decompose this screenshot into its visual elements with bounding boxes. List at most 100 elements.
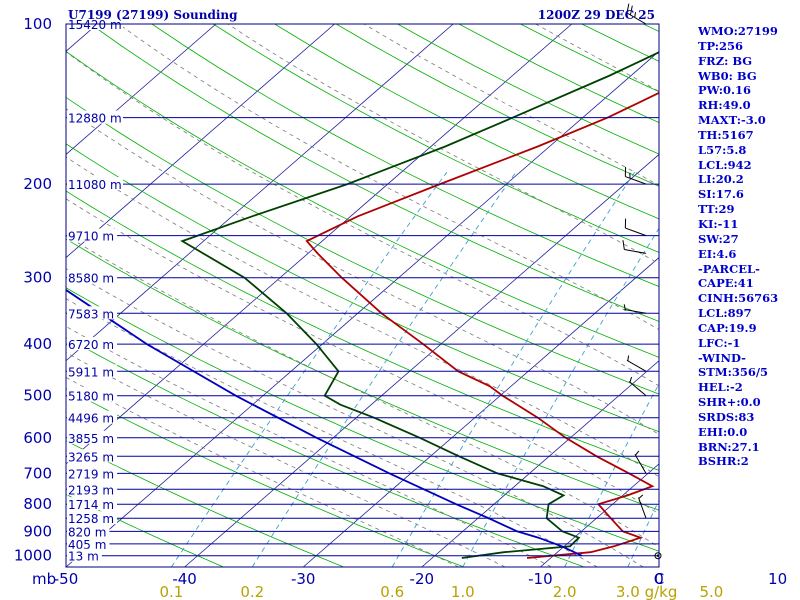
dry-adiabat-line	[66, 287, 659, 552]
height-label: 1714 m	[68, 498, 114, 512]
index-entry: MAXT:-3.0	[698, 113, 766, 128]
parcel-trace	[66, 288, 583, 557]
height-label-bg	[67, 430, 118, 444]
moist-adiabat-line	[118, 24, 659, 331]
plot-frame	[65, 23, 660, 568]
mixing-ratio-label: 5.0	[699, 583, 723, 600]
index-entry: BSHR:2	[698, 454, 749, 469]
height-label-bg	[67, 270, 118, 284]
index-entry: L57:5.8	[698, 142, 747, 157]
dry-adiabat-line	[66, 440, 344, 567]
height-label-bg	[67, 337, 118, 351]
barb-staff	[638, 497, 647, 519]
barb-half-flag	[635, 450, 640, 456]
pressure-tick-label: 100	[23, 15, 52, 33]
index-entry: TP:256	[698, 38, 744, 53]
dry-adiabat-line	[151, 24, 659, 288]
wind-barb	[624, 218, 647, 237]
plot-area	[66, 24, 659, 567]
moist-adiabat-line	[66, 156, 659, 478]
barb-flag	[629, 5, 633, 16]
height-label-bg	[67, 536, 110, 550]
index-entry: LCL:942	[698, 157, 752, 172]
temperature-tick-label: -30	[291, 570, 316, 588]
isotherm-line	[540, 463, 659, 567]
isotherm-line	[66, 50, 659, 567]
height-label-bg	[67, 110, 123, 124]
mixing-ratio-line	[462, 227, 659, 567]
index-entry: CINH:56763	[698, 291, 779, 306]
height-label: 820 m	[68, 525, 106, 539]
moist-adiabat-line	[66, 376, 459, 567]
mixing-ratio-label: 3.0	[616, 583, 640, 600]
isotherm-line	[184, 153, 659, 567]
dry-adiabat-line	[66, 238, 659, 511]
index-entry: WB0: BG	[698, 68, 757, 83]
isotherm-line	[421, 360, 659, 567]
isotherm-line	[66, 24, 454, 362]
dry-adiabat-line	[66, 96, 659, 395]
index-entry: -WIND-	[698, 350, 746, 365]
wind-barb	[622, 240, 647, 254]
mixing-ratio-label: 2.0	[553, 583, 577, 600]
pressure-tick-label: 800	[23, 495, 52, 513]
index-entry: SRDS:83	[698, 409, 755, 424]
dry-adiabat-line	[66, 143, 659, 433]
index-entry: LI:20.2	[698, 172, 744, 187]
barb-staff	[624, 249, 647, 254]
height-label-bg	[67, 511, 118, 525]
moist-adiabat-line	[66, 268, 644, 567]
barb-half-flag	[634, 12, 637, 18]
height-label: 8580 m	[68, 272, 114, 286]
temperature-tick-label: 10	[768, 570, 787, 588]
height-label: 13 m	[68, 550, 99, 564]
barb-staff	[625, 227, 647, 237]
index-entry: EI:4.6	[698, 246, 737, 261]
moist-adiabat-line	[66, 325, 552, 567]
pressure-tick-label: 300	[23, 269, 52, 287]
index-entry: RH:49.0	[698, 98, 751, 113]
dry-adiabat-line	[90, 24, 659, 322]
mixing-ratio-line	[564, 383, 659, 567]
index-entry: SHR+:0.0	[698, 395, 761, 410]
barb-staff	[625, 176, 647, 185]
index-entry: KI:-11	[698, 216, 739, 231]
dry-adiabat-line	[66, 493, 224, 567]
mixing-ratio-label: 0.6	[380, 583, 404, 600]
index-entry: STM:356/5	[698, 365, 769, 380]
height-label: 2719 m	[68, 467, 114, 481]
height-label-bg	[67, 388, 118, 402]
isotherm-line	[302, 257, 659, 567]
mixing-ratio-unit: g/kg	[645, 583, 678, 600]
height-label: 4496 m	[68, 412, 114, 426]
moist-adiabat-line	[66, 235, 659, 548]
moist-adiabat-line	[66, 298, 598, 567]
height-label: 3855 m	[68, 432, 114, 446]
height-label: 7583 m	[68, 307, 114, 321]
barb-staff	[624, 308, 647, 314]
height-label-bg	[67, 482, 118, 496]
pressure-tick-label: 1000	[14, 547, 52, 565]
barb-half-flag	[638, 494, 644, 499]
isotherm-line	[66, 24, 335, 259]
station-title: U7199 (27199) Sounding	[68, 8, 238, 22]
barb-staff	[634, 454, 647, 474]
index-entry: SI:17.6	[698, 187, 744, 202]
sounding-indices-panel: WMO:27199 TP:256 FRZ: BG WB0: BG PW:0.16 RH:4…	[698, 24, 798, 469]
temperature-tick-label: 0	[654, 570, 664, 588]
height-label: 5911 m	[68, 365, 114, 379]
x-end-label: C	[654, 570, 664, 588]
barb-staff	[628, 381, 647, 397]
index-entry: PW:0.16	[698, 83, 752, 98]
dry-adiabat-line	[66, 388, 465, 567]
height-label: 405 m	[68, 538, 106, 552]
height-label-bg	[67, 548, 102, 562]
mixing-ratio-line	[627, 499, 659, 567]
height-label: 12880 m	[68, 112, 122, 126]
mixing-ratio-line	[171, 171, 448, 567]
wind-barb	[628, 376, 647, 397]
barb-half-flag	[623, 304, 626, 310]
wind-barb	[626, 3, 647, 25]
dry-adiabat-line	[66, 337, 585, 567]
